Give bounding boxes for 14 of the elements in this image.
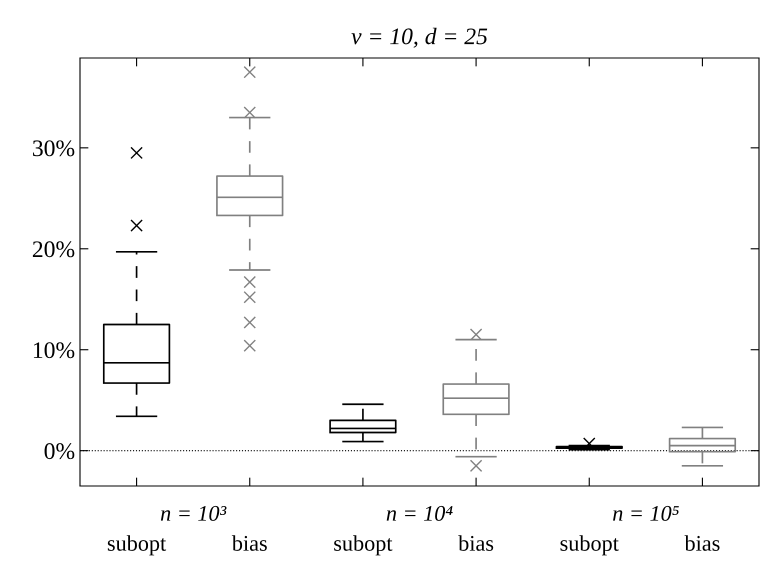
text: n = 10⁵	[613, 506, 679, 521]
x-tick-label: subopt	[334, 535, 392, 556]
y-tick-label: 20%	[32, 241, 74, 258]
x-tick-label: bias	[684, 535, 720, 551]
text: n = 10⁴	[386, 506, 453, 521]
x-tick-label: subopt	[560, 535, 619, 556]
x-tick-label: subopt	[108, 535, 166, 556]
chart-title: ν = 10, d = 25	[351, 28, 488, 48]
x-tick-label: bias	[232, 535, 267, 551]
y-tick-label: 30%	[32, 140, 74, 156]
y-tick-label: 10%	[34, 342, 74, 358]
y-tick-label: 0%	[44, 443, 74, 460]
text: n = 10³	[160, 506, 226, 521]
x-tick-label: bias	[458, 535, 494, 551]
